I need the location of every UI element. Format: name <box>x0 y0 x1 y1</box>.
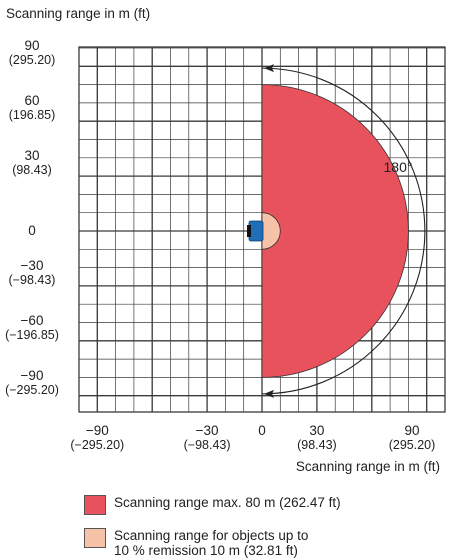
sensor-icon <box>248 220 264 242</box>
max-range-area <box>261 84 409 378</box>
arrowhead-top-icon <box>264 64 274 73</box>
x-axis-title: Scanning range in m (ft) <box>295 459 440 474</box>
x-tick-label: 30 (98.43) <box>277 423 357 453</box>
arrowhead-bottom-icon <box>264 389 274 398</box>
y-tick-value-m: 30 <box>24 148 40 164</box>
x-tick-value-m: 30 <box>309 423 325 438</box>
x-tick-value-ft: (295.20) <box>388 438 436 452</box>
legend-swatch-remission-range <box>84 528 106 548</box>
y-tick-label: −90 (−295.20) <box>2 367 62 397</box>
x-tick-label: 90 (295.20) <box>372 423 452 453</box>
angle-arrow <box>261 64 426 398</box>
y-tick-value-m: −60 <box>20 312 44 328</box>
y-axis-title: Scanning range in m (ft) <box>6 6 151 21</box>
angle-label: 180° <box>384 159 413 175</box>
x-tick-label: −90 (−295.20) <box>57 423 137 453</box>
legend-item-max-range: Scanning range max. 80 m (262.47 ft) <box>84 495 341 515</box>
x-tick-label: 0 <box>222 424 302 438</box>
legend-label-remission-range: Scanning range for objects up to 10 % re… <box>114 528 309 558</box>
scan-areas <box>247 84 409 378</box>
grid-border <box>78 46 446 413</box>
x-tick-value-ft: (−295.20) <box>70 438 125 452</box>
y-tick-value-m: 90 <box>24 38 40 54</box>
legend-item-remission-range: Scanning range for objects up to 10 % re… <box>84 528 308 558</box>
y-tick-label: 0 <box>2 224 62 238</box>
y-tick-value-ft: (196.85) <box>8 108 56 123</box>
y-tick-label: 90 (295.20) <box>2 38 62 68</box>
x-tick-value-m: −30 <box>195 423 219 438</box>
y-tick-value-ft: (−196.85) <box>5 327 59 342</box>
x-tick-value-ft: (98.43) <box>297 438 337 452</box>
y-tick-label: 60 (196.85) <box>2 93 62 123</box>
y-tick-value-ft: (−295.20) <box>5 382 59 397</box>
angle-arc <box>261 67 426 395</box>
y-tick-label: −60 (−196.85) <box>2 312 62 342</box>
y-tick-value-ft: (−98.43) <box>8 272 56 287</box>
legend-swatch-max-range <box>84 495 106 515</box>
y-tick-value-m: 0 <box>28 223 36 238</box>
y-tick-value-m: 60 <box>24 93 40 109</box>
x-tick-value-m: 90 <box>404 423 420 438</box>
y-tick-value-m: −90 <box>20 367 44 383</box>
x-tick-value-m: 0 <box>258 423 266 438</box>
x-tick-value-m: −90 <box>85 423 109 438</box>
y-tick-label: 30 (98.43) <box>2 148 62 178</box>
y-tick-value-ft: (295.20) <box>8 53 56 68</box>
x-tick-value-ft: (−98.43) <box>183 438 231 452</box>
y-tick-value-m: −30 <box>20 257 44 273</box>
x-tick-label: −30 (−98.43) <box>167 423 247 453</box>
remission-range-area <box>261 212 281 250</box>
legend-label-max-range: Scanning range max. 80 m (262.47 ft) <box>114 495 341 510</box>
sensor-window-icon <box>247 225 251 237</box>
y-tick-label: −30 (−98.43) <box>2 257 62 287</box>
y-tick-value-ft: (98.43) <box>12 163 52 178</box>
